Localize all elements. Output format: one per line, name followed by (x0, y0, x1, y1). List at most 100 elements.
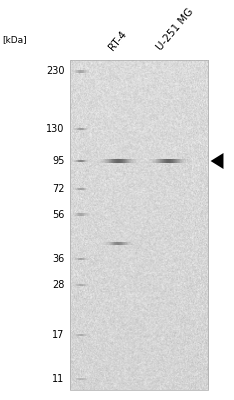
Bar (158, 159, 159, 163)
Bar (87, 378, 88, 380)
Bar (87, 213, 88, 216)
Bar (121, 242, 122, 245)
Bar (85, 188, 86, 190)
Bar (79, 188, 80, 190)
Bar (139, 159, 140, 163)
Bar (77, 334, 78, 336)
Bar (101, 159, 102, 163)
Bar (125, 242, 126, 245)
Bar (86, 334, 87, 336)
Bar (77, 70, 78, 73)
Bar (187, 159, 188, 163)
Bar (156, 159, 157, 163)
Bar (181, 159, 182, 163)
Bar (76, 213, 77, 216)
Bar (77, 284, 78, 286)
Bar (78, 334, 79, 336)
Bar (152, 159, 153, 163)
Bar (74, 70, 75, 73)
Bar (72, 128, 73, 130)
Bar (82, 334, 83, 336)
Bar (89, 213, 90, 216)
Bar (178, 159, 179, 163)
Bar (163, 159, 164, 163)
Bar (141, 159, 142, 163)
Bar (73, 258, 74, 260)
Bar (98, 159, 99, 163)
Bar (81, 378, 82, 380)
Bar (84, 128, 85, 130)
Bar (126, 159, 127, 163)
Text: RT-4: RT-4 (107, 29, 129, 52)
Text: 11: 11 (52, 374, 64, 384)
Bar (75, 258, 76, 260)
Bar (81, 70, 82, 73)
Bar (134, 159, 135, 163)
Bar (105, 159, 106, 163)
Bar (79, 128, 80, 130)
Bar (104, 242, 105, 245)
Bar (124, 242, 125, 245)
Bar (96, 159, 97, 163)
Text: 28: 28 (52, 280, 64, 290)
Bar (118, 242, 119, 245)
Bar (75, 188, 76, 190)
Bar (102, 242, 103, 245)
Bar (140, 159, 141, 163)
Bar (179, 159, 180, 163)
Bar (126, 242, 127, 245)
Bar (97, 159, 98, 163)
Bar (76, 160, 77, 162)
Bar (95, 159, 96, 163)
Bar (78, 128, 79, 130)
Bar (180, 159, 181, 163)
Bar (155, 159, 156, 163)
Bar (75, 213, 76, 216)
Bar (73, 70, 74, 73)
Bar (88, 213, 89, 216)
Bar (100, 159, 101, 163)
Bar (78, 213, 79, 216)
Bar (103, 159, 104, 163)
Bar (113, 159, 114, 163)
Bar (120, 242, 121, 245)
Bar (135, 159, 136, 163)
Bar (82, 70, 83, 73)
Bar (77, 128, 78, 130)
Bar (120, 159, 121, 163)
Bar (132, 159, 133, 163)
Bar (80, 334, 81, 336)
Bar (121, 159, 122, 163)
Bar (78, 70, 79, 73)
Bar (107, 242, 108, 245)
Bar (73, 160, 74, 162)
Bar (82, 258, 83, 260)
Bar (76, 188, 77, 190)
Bar (74, 213, 75, 216)
Bar (85, 160, 86, 162)
Bar (149, 159, 150, 163)
Text: U-251 MG: U-251 MG (155, 6, 196, 52)
Bar (124, 159, 125, 163)
Text: 56: 56 (52, 210, 64, 220)
Bar (85, 70, 86, 73)
Bar (111, 242, 112, 245)
Bar (154, 159, 155, 163)
Bar (73, 128, 74, 130)
Bar (78, 258, 79, 260)
Bar (78, 160, 79, 162)
Bar (146, 159, 147, 163)
Bar (79, 258, 80, 260)
Bar (145, 159, 146, 163)
Bar (87, 160, 88, 162)
Bar (87, 128, 88, 130)
Bar (79, 213, 80, 216)
Bar (84, 70, 85, 73)
Bar (72, 378, 73, 380)
Bar (115, 242, 116, 245)
Bar (73, 284, 74, 286)
Bar (74, 188, 75, 190)
Bar (85, 258, 86, 260)
Bar (84, 213, 85, 216)
Bar (125, 159, 126, 163)
